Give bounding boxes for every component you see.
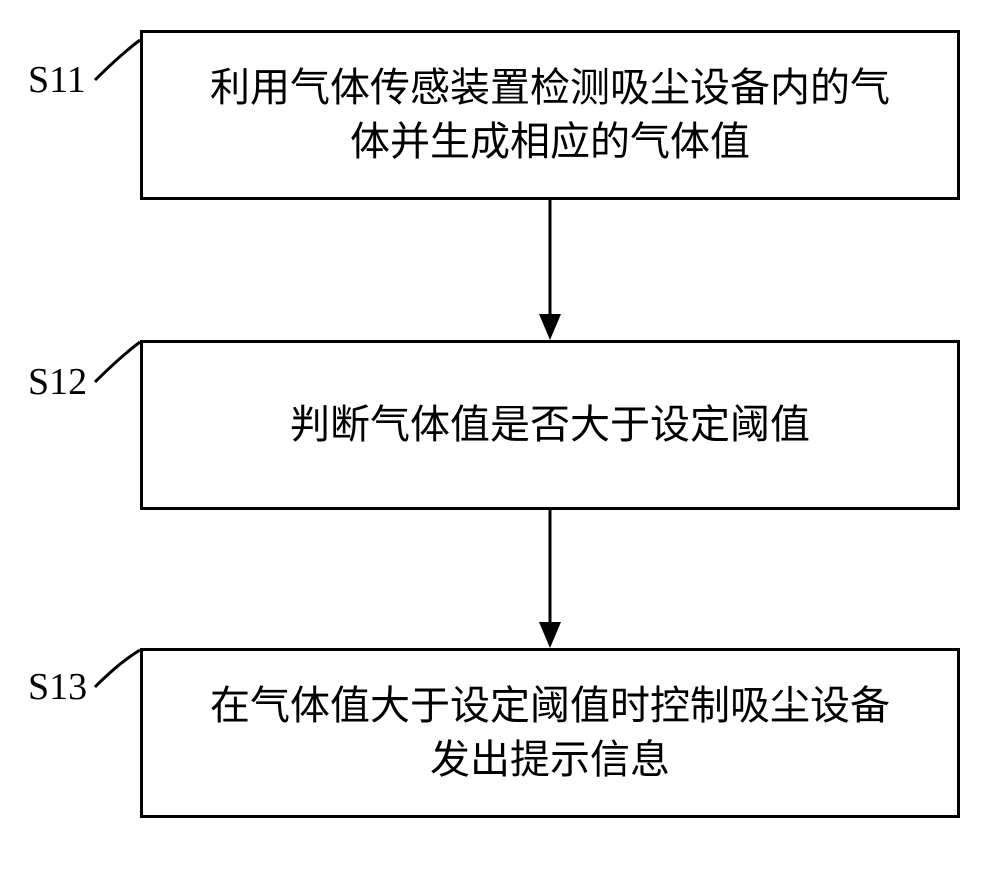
edge-s11-s12 [539, 200, 561, 340]
flow-node-s11: 利用气体传感装置检测吸尘设备内的气 体并生成相应的气体值 [140, 30, 960, 200]
step-label-s13: S13 [28, 665, 87, 709]
flow-node-s12-line1: 判断气体值是否大于设定阈值 [290, 402, 810, 447]
flow-node-s13-line2: 发出提示信息 [430, 737, 670, 782]
flow-node-s13-text: 在气体值大于设定阈值时控制吸尘设备 发出提示信息 [210, 679, 890, 787]
edge-s12-s13 [539, 510, 561, 648]
label-connector-s13 [95, 650, 140, 687]
flow-node-s12-text: 判断气体值是否大于设定阈值 [290, 398, 810, 452]
flow-node-s11-line2: 体并生成相应的气体值 [350, 119, 750, 164]
step-label-s11: S11 [28, 58, 86, 102]
label-connector-s11 [95, 40, 140, 80]
step-label-s12: S12 [28, 360, 87, 404]
label-connector-s12 [95, 342, 140, 382]
flow-node-s11-text: 利用气体传感装置检测吸尘设备内的气 体并生成相应的气体值 [210, 61, 890, 169]
flow-node-s13-line1: 在气体值大于设定阈值时控制吸尘设备 [210, 683, 890, 728]
flowchart-canvas: S11 S12 S13 利用气体传感装置检测吸尘设备内的气 体并生成相应的气体值… [0, 0, 1000, 886]
flow-node-s12: 判断气体值是否大于设定阈值 [140, 340, 960, 510]
flow-node-s11-line1: 利用气体传感装置检测吸尘设备内的气 [210, 65, 890, 110]
flow-node-s13: 在气体值大于设定阈值时控制吸尘设备 发出提示信息 [140, 648, 960, 818]
